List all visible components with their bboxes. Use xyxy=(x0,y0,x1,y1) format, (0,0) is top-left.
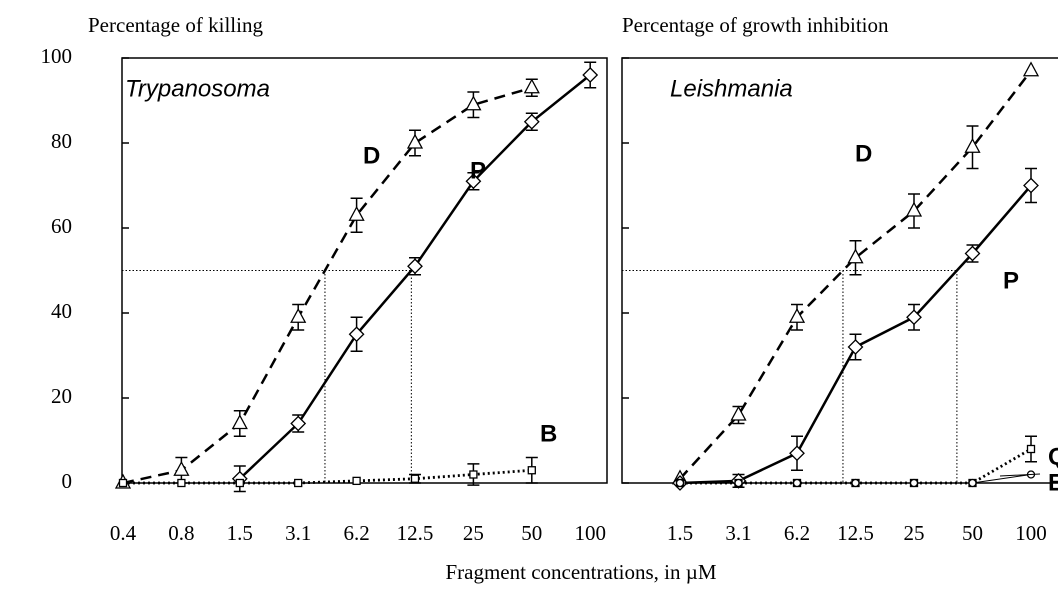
x-tick-label: 6.2 xyxy=(343,521,369,545)
marker xyxy=(968,478,977,488)
x-tick-label: 12.5 xyxy=(397,521,434,545)
marker xyxy=(789,445,805,462)
marker xyxy=(847,339,864,355)
series-label: D xyxy=(363,142,380,169)
marker xyxy=(118,478,128,488)
marker xyxy=(1026,444,1036,454)
y-tick-label: 100 xyxy=(41,44,73,68)
marker xyxy=(527,466,536,475)
label-leader xyxy=(999,473,1041,477)
marker xyxy=(964,245,981,262)
series-label: P xyxy=(470,157,486,184)
marker xyxy=(905,201,923,217)
x-tick-label: 0.8 xyxy=(168,521,194,545)
y-tick-label: 80 xyxy=(51,129,72,153)
x-tick-label: 3.1 xyxy=(285,521,311,545)
series-line xyxy=(680,447,1032,485)
marker xyxy=(352,476,361,486)
y-tick-label: 20 xyxy=(51,384,72,408)
series-label: P xyxy=(1003,267,1019,294)
marker xyxy=(523,78,540,94)
x-tick-label: 12.5 xyxy=(837,521,874,545)
x-tick-label: 50 xyxy=(521,521,542,545)
x-tick-label: 6.2 xyxy=(784,521,810,545)
series-label: B xyxy=(540,420,557,447)
marker xyxy=(730,405,747,421)
marker xyxy=(348,205,365,221)
series-label: E xyxy=(1048,469,1058,496)
panel-title: Leishmania xyxy=(670,75,793,102)
series-line xyxy=(122,86,533,485)
marker xyxy=(675,478,685,488)
panel-title: Trypanosoma xyxy=(125,75,270,102)
marker xyxy=(231,414,248,430)
y-axis-label: Percentage of killing xyxy=(88,13,263,37)
marker xyxy=(1023,177,1039,194)
marker xyxy=(294,478,303,488)
x-tick-label: 100 xyxy=(1015,521,1047,545)
marker xyxy=(734,478,743,488)
marker xyxy=(847,248,864,264)
series-label: Q xyxy=(1048,443,1058,470)
y-tick-label: 60 xyxy=(51,214,72,238)
marker xyxy=(523,113,540,130)
series-label: D xyxy=(855,140,872,167)
marker xyxy=(177,478,186,488)
series-line xyxy=(123,468,532,485)
marker xyxy=(906,309,922,326)
marker xyxy=(348,326,365,343)
marker xyxy=(173,460,190,476)
marker xyxy=(465,95,482,111)
y-tick-label: 40 xyxy=(51,299,72,323)
marker xyxy=(469,470,478,479)
marker xyxy=(290,307,307,323)
marker xyxy=(788,307,806,323)
marker xyxy=(410,474,420,483)
x-tick-label: 25 xyxy=(904,521,925,545)
marker xyxy=(406,133,424,149)
marker xyxy=(407,258,423,275)
marker xyxy=(582,67,599,83)
x-tick-label: 25 xyxy=(463,521,484,545)
marker xyxy=(235,478,244,488)
y-axis-label: Percentage of growth inhibition xyxy=(622,13,889,37)
marker xyxy=(909,478,919,488)
marker xyxy=(290,415,307,432)
marker xyxy=(792,478,802,488)
x-axis-label: Fragment concentrations, in µM xyxy=(445,560,716,584)
x-tick-label: 0.4 xyxy=(110,521,137,545)
x-tick-label: 1.5 xyxy=(667,521,693,545)
marker xyxy=(465,173,482,190)
x-tick-label: 50 xyxy=(962,521,983,545)
x-tick-label: 100 xyxy=(574,521,606,545)
marker xyxy=(1022,61,1040,77)
y-tick-label: 0 xyxy=(62,469,73,493)
marker xyxy=(851,478,860,488)
x-tick-label: 1.5 xyxy=(227,521,253,545)
marker xyxy=(964,137,981,153)
x-tick-label: 3.1 xyxy=(725,521,751,545)
